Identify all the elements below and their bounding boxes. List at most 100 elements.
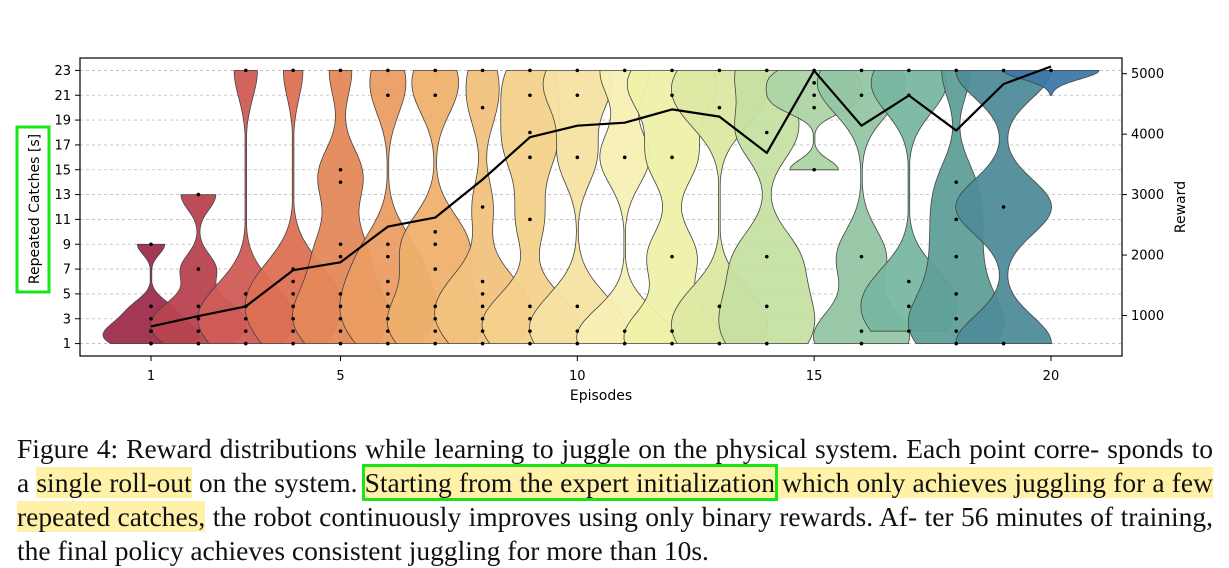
rollout-point — [670, 329, 674, 333]
rollout-point — [859, 341, 864, 346]
rollout-point — [433, 341, 438, 346]
x-tick-label: 10 — [569, 369, 586, 384]
rollout-point — [480, 279, 485, 284]
violin-episode-10 — [528, 70, 626, 344]
rollout-point — [954, 341, 959, 346]
y-left-tick-label: 15 — [54, 163, 71, 178]
x-tick-label: 5 — [336, 369, 344, 384]
rollout-point — [812, 105, 816, 110]
rollout-point — [954, 217, 959, 222]
rollout-point — [386, 279, 390, 284]
rollout-point — [386, 254, 390, 259]
rollout-point — [528, 217, 532, 222]
rollout-point — [338, 341, 343, 346]
rollout-point — [670, 68, 674, 73]
rollout-point — [291, 341, 295, 346]
rollout-point — [338, 304, 343, 309]
rollout-point — [480, 341, 485, 346]
ylabel-highlight-box — [15, 125, 51, 294]
rollout-point — [433, 242, 438, 247]
rollout-point — [243, 329, 248, 333]
figure-caption: Figure 4: Reward distributions while lea… — [17, 432, 1213, 568]
caption-boxed-expert-initialization: Starting from the expert initialization — [361, 464, 779, 501]
rollout-point — [575, 329, 580, 333]
rollout-point — [859, 68, 864, 73]
rollout-point — [717, 68, 722, 73]
y-left-tick-label: 9 — [63, 238, 71, 253]
y-right-tick-label: 5000 — [1131, 67, 1164, 82]
y-right-tick-label: 4000 — [1131, 128, 1164, 143]
y-left-tick-label: 7 — [63, 263, 71, 278]
x-axis-label: Episodes — [570, 388, 632, 404]
rollout-point — [196, 316, 201, 321]
rollout-point — [291, 292, 295, 296]
rollout-point — [812, 93, 816, 98]
y-right-tick-label: 2000 — [1131, 249, 1164, 264]
rollout-point — [386, 304, 390, 309]
plot-frame — [79, 57, 1123, 357]
rollout-point — [859, 254, 864, 259]
rollout-point — [480, 205, 485, 209]
rollout-point — [196, 304, 201, 309]
rollout-point — [433, 316, 438, 321]
rollout-point — [622, 329, 627, 333]
rollout-point — [291, 279, 295, 284]
rollout-point — [338, 242, 343, 247]
rollout-point — [954, 68, 959, 73]
rollout-point — [243, 68, 248, 73]
y-axis-left-label: Repeated Catches [s] — [27, 134, 43, 284]
rollout-point — [528, 304, 532, 309]
rollout-point — [433, 230, 438, 234]
rollout-points — [149, 68, 1053, 346]
rollout-point — [764, 68, 769, 73]
rollout-point — [528, 93, 532, 98]
rollout-point — [433, 93, 438, 98]
rollout-point — [433, 267, 438, 271]
rollout-point — [480, 105, 485, 110]
rollout-point — [196, 192, 201, 197]
y-left-tick-label: 5 — [63, 287, 71, 302]
caption-text-1: Figure 4: Reward distributions while lea… — [17, 433, 1213, 498]
rollout-point — [907, 68, 911, 73]
rollout-point — [243, 292, 248, 296]
rollout-point — [149, 329, 153, 333]
rollout-point — [907, 304, 911, 309]
rollout-point — [907, 329, 911, 333]
rollout-point — [386, 292, 390, 296]
rollout-point — [386, 316, 390, 321]
rollout-point — [717, 105, 722, 110]
rollout-point — [291, 304, 295, 309]
rollout-point — [575, 93, 580, 98]
x-tick-label: 15 — [806, 369, 823, 384]
rollout-point — [196, 329, 201, 333]
rollout-point — [670, 155, 674, 160]
x-tick-label: 1 — [147, 369, 155, 384]
rollout-point — [954, 316, 959, 321]
y-axis-right-label: Reward — [1173, 181, 1189, 233]
y-right-tick-label: 3000 — [1131, 188, 1164, 203]
rollout-point — [1001, 341, 1006, 346]
y-left-tick-label: 19 — [54, 114, 71, 129]
right-axis-ticks: 1000 2000 3000 4000 5000 — [1122, 67, 1164, 324]
rollout-point — [338, 254, 343, 259]
rollout-point — [480, 316, 485, 321]
rollout-point — [480, 304, 485, 309]
rollout-point — [338, 68, 343, 73]
rollout-point — [575, 341, 580, 346]
rollout-point — [196, 267, 201, 271]
rollout-point — [954, 180, 959, 184]
rollout-point — [480, 68, 485, 73]
violin-episode-16 — [813, 70, 910, 344]
rollout-point — [528, 329, 532, 333]
violin-episode-11 — [576, 70, 674, 344]
rollout-point — [149, 341, 153, 346]
y-left-tick-label: 3 — [63, 312, 71, 327]
rollout-point — [291, 68, 295, 73]
y-left-tick-label: 23 — [54, 64, 71, 79]
rollout-point — [528, 316, 532, 321]
rollout-point — [622, 68, 627, 73]
rollout-point — [243, 316, 248, 321]
violin-episode-3 — [197, 70, 295, 344]
rollout-point — [717, 341, 722, 346]
